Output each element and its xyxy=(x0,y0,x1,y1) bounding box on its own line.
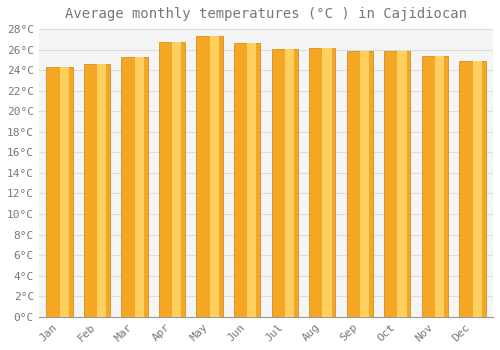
Bar xyxy=(97,64,106,317)
Bar xyxy=(248,43,256,317)
Bar xyxy=(322,48,332,317)
Bar xyxy=(309,48,336,317)
Bar xyxy=(210,36,219,317)
Bar xyxy=(346,51,373,317)
Bar xyxy=(196,36,223,317)
Bar xyxy=(84,64,110,317)
Bar xyxy=(234,43,260,317)
Bar xyxy=(422,56,448,317)
Bar xyxy=(360,51,369,317)
Title: Average monthly temperatures (°C ) in Cajidiocan: Average monthly temperatures (°C ) in Ca… xyxy=(65,7,467,21)
Bar xyxy=(272,49,298,317)
Bar xyxy=(384,51,410,317)
Bar xyxy=(460,61,485,317)
Bar xyxy=(398,51,406,317)
Bar xyxy=(472,61,482,317)
Bar xyxy=(172,42,182,317)
Bar xyxy=(285,49,294,317)
Bar xyxy=(435,56,444,317)
Bar xyxy=(60,67,69,317)
Bar xyxy=(46,67,72,317)
Bar xyxy=(122,57,148,317)
Bar xyxy=(159,42,185,317)
Bar xyxy=(134,57,144,317)
